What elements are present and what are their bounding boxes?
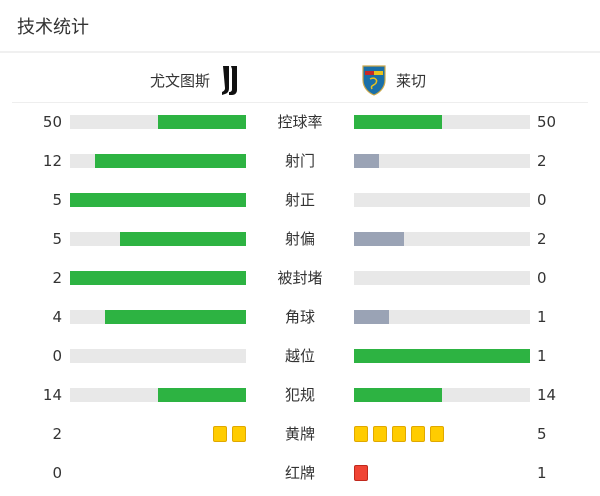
stat-row: 0 越位 1 bbox=[0, 346, 600, 366]
stat-label: 越位 bbox=[284, 347, 315, 365]
away-bar bbox=[354, 232, 530, 246]
card-row: 2 黄牌 5 bbox=[0, 424, 600, 444]
home-bar bbox=[70, 271, 246, 285]
away-bar-fill bbox=[354, 388, 442, 402]
home-value: 5 bbox=[52, 191, 62, 209]
stat-label: 黄牌 bbox=[284, 425, 315, 443]
stat-row: 12 射门 2 bbox=[0, 151, 600, 171]
red-card-icon bbox=[354, 465, 368, 481]
stat-row: 4 角球 1 bbox=[0, 307, 600, 327]
home-team: 尤文图斯 bbox=[150, 64, 242, 96]
divider bbox=[12, 102, 588, 103]
yellow-card-icon bbox=[232, 426, 246, 442]
away-bar bbox=[354, 154, 530, 168]
away-bar-fill bbox=[354, 115, 442, 129]
yellow-card-icon bbox=[430, 426, 444, 442]
home-bar-fill bbox=[70, 271, 246, 285]
home-bar-fill bbox=[158, 388, 246, 402]
away-value: 50 bbox=[537, 113, 557, 131]
away-value: 0 bbox=[537, 269, 547, 287]
stat-label: 射门 bbox=[284, 152, 315, 170]
home-bar bbox=[70, 154, 246, 168]
home-value: 2 bbox=[52, 425, 62, 443]
stat-label: 控球率 bbox=[277, 113, 323, 131]
home-value: 50 bbox=[42, 113, 62, 131]
home-bar bbox=[70, 388, 246, 402]
away-bar-fill bbox=[354, 349, 530, 363]
stat-row: 5 射偏 2 bbox=[0, 229, 600, 249]
stat-label: 被封堵 bbox=[277, 269, 323, 287]
stat-label: 角球 bbox=[284, 308, 315, 326]
away-value: 1 bbox=[537, 347, 547, 365]
home-bar-fill bbox=[70, 193, 246, 207]
yellow-card-icon bbox=[213, 426, 227, 442]
yellow-card-icon bbox=[392, 426, 406, 442]
home-bar-fill bbox=[105, 310, 246, 324]
away-value: 2 bbox=[537, 152, 547, 170]
stat-label: 犯规 bbox=[284, 386, 315, 404]
juventus-logo-icon bbox=[222, 66, 237, 95]
away-value: 1 bbox=[537, 308, 547, 326]
lecce-logo-icon bbox=[362, 65, 386, 96]
home-value: 5 bbox=[52, 230, 62, 248]
page-title: 技术统计 bbox=[17, 17, 89, 38]
home-value: 0 bbox=[52, 464, 62, 482]
home-cards bbox=[213, 426, 246, 442]
home-bar-fill bbox=[158, 115, 246, 129]
home-value: 4 bbox=[52, 308, 62, 326]
away-bar bbox=[354, 115, 530, 129]
away-bar-fill bbox=[354, 232, 405, 246]
away-value: 5 bbox=[537, 425, 547, 443]
yellow-card-icon bbox=[411, 426, 425, 442]
home-value: 0 bbox=[52, 347, 62, 365]
home-bar bbox=[70, 310, 246, 324]
away-team: 莱切 bbox=[362, 64, 426, 96]
away-value: 1 bbox=[537, 464, 547, 482]
home-value: 14 bbox=[42, 386, 62, 404]
home-value: 2 bbox=[52, 269, 62, 287]
away-team-name: 莱切 bbox=[396, 71, 427, 90]
yellow-card-icon bbox=[354, 426, 368, 442]
home-bar-fill bbox=[120, 232, 246, 246]
stat-row: 50 控球率 50 bbox=[0, 112, 600, 132]
away-bar bbox=[354, 193, 530, 207]
stat-label: 红牌 bbox=[284, 464, 315, 482]
home-bar bbox=[70, 115, 246, 129]
card-row: 0 红牌 1 bbox=[0, 463, 600, 483]
away-bar bbox=[354, 310, 530, 324]
stat-label: 射正 bbox=[284, 191, 315, 209]
home-bar bbox=[70, 349, 246, 363]
away-bar-fill bbox=[354, 154, 380, 168]
stat-row: 14 犯规 14 bbox=[0, 385, 600, 405]
away-bar bbox=[354, 388, 530, 402]
home-bar bbox=[70, 232, 246, 246]
away-bar bbox=[354, 271, 530, 285]
home-bar-fill bbox=[95, 154, 246, 168]
divider bbox=[0, 51, 600, 53]
stat-row: 5 射正 0 bbox=[0, 190, 600, 210]
home-team-name: 尤文图斯 bbox=[149, 71, 210, 90]
away-bar bbox=[354, 349, 530, 363]
yellow-card-icon bbox=[373, 426, 387, 442]
home-bar bbox=[70, 193, 246, 207]
away-value: 0 bbox=[537, 191, 547, 209]
away-value: 2 bbox=[537, 230, 547, 248]
home-value: 12 bbox=[42, 152, 62, 170]
away-bar-fill bbox=[354, 310, 390, 324]
away-value: 14 bbox=[537, 386, 557, 404]
stat-label: 射偏 bbox=[284, 230, 315, 248]
away-cards bbox=[354, 465, 368, 481]
away-cards bbox=[354, 426, 444, 442]
stat-row: 2 被封堵 0 bbox=[0, 268, 600, 288]
